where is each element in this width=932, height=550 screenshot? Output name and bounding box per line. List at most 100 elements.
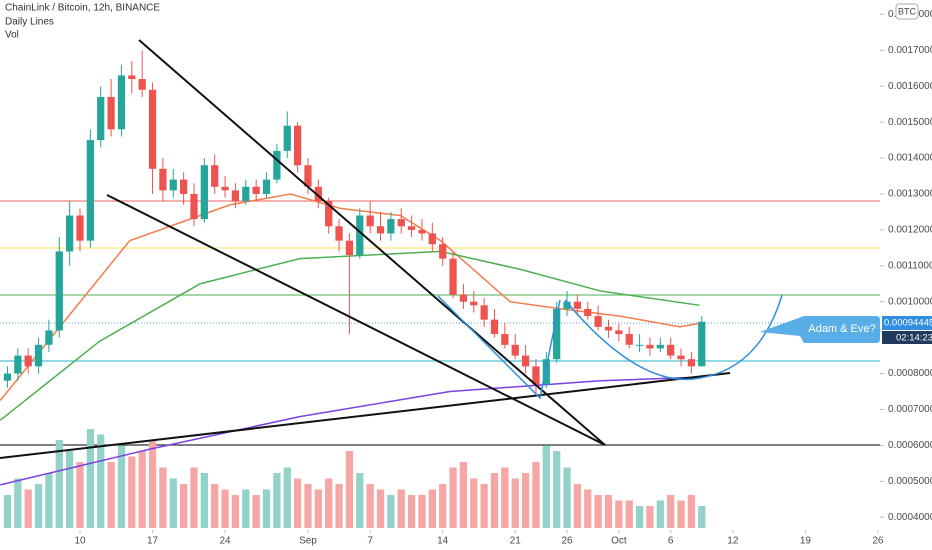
callout-text: Adam & Eve? bbox=[808, 323, 875, 335]
x-tick-label: 26 bbox=[872, 536, 884, 547]
x-tick-label: Sep bbox=[299, 536, 317, 547]
volume-bar bbox=[24, 489, 32, 528]
last-price-box bbox=[882, 316, 932, 330]
candle-body bbox=[449, 258, 457, 295]
drawings: Adam & Eve? bbox=[0, 39, 880, 459]
candle-body bbox=[283, 125, 291, 151]
volume-bar bbox=[356, 473, 364, 528]
candle-body bbox=[584, 308, 592, 317]
candle-body bbox=[335, 226, 343, 241]
candle-body bbox=[169, 179, 177, 191]
countdown-label: 02:14:23 bbox=[896, 333, 932, 344]
price-axis: 0.001800000.001700000.001600000.00150000… bbox=[74, 9, 932, 547]
candle-body bbox=[262, 179, 271, 194]
candle-body bbox=[3, 373, 12, 381]
volume-bar bbox=[449, 467, 457, 528]
volume-bar bbox=[459, 462, 468, 528]
candle-body bbox=[698, 321, 706, 367]
candle-body bbox=[532, 366, 540, 385]
volume-bar bbox=[14, 478, 22, 528]
x-tick-label: 21 bbox=[510, 536, 522, 547]
volume-bar bbox=[325, 478, 333, 528]
y-tick-label: 0.00140000 bbox=[888, 153, 932, 164]
candle-body bbox=[356, 215, 364, 256]
volume-bar bbox=[97, 434, 105, 528]
candle-body bbox=[418, 229, 426, 234]
x-tick-label: 10 bbox=[74, 536, 86, 547]
volume-bar bbox=[117, 445, 126, 528]
volume-bar bbox=[335, 484, 343, 528]
candle-body bbox=[667, 344, 675, 356]
volume-bar bbox=[397, 489, 405, 528]
volume-bar bbox=[283, 467, 291, 528]
volume-bar bbox=[677, 500, 685, 528]
volume-bar bbox=[314, 489, 322, 528]
x-tick-label: 7 bbox=[367, 536, 373, 547]
candle-body bbox=[200, 165, 208, 220]
candle-body bbox=[501, 334, 509, 345]
candle-body bbox=[231, 190, 240, 202]
y-tick-label: 0.00150000 bbox=[888, 117, 932, 128]
volume-bar bbox=[190, 467, 198, 528]
volume-bar bbox=[542, 445, 550, 528]
volume-bar bbox=[55, 440, 63, 528]
candle-body bbox=[252, 186, 260, 194]
volume-bar bbox=[304, 484, 312, 528]
moving-average bbox=[0, 193, 700, 401]
candle-body bbox=[76, 215, 84, 241]
candle-body bbox=[24, 355, 32, 367]
volume-bar bbox=[407, 495, 416, 528]
candle-body bbox=[459, 294, 468, 302]
currency-badge-text: BTC bbox=[898, 6, 917, 16]
y-tick-label: 0.00170000 bbox=[888, 45, 932, 56]
cup-curve bbox=[564, 294, 783, 381]
indicator-label: Vol bbox=[5, 30, 19, 41]
candle-body bbox=[594, 316, 602, 327]
volume-bar bbox=[138, 451, 146, 528]
volume-bar bbox=[159, 467, 167, 528]
moving-average bbox=[0, 376, 700, 486]
volume-bar bbox=[615, 500, 623, 528]
volume-bar bbox=[34, 484, 43, 528]
volume-bar bbox=[200, 473, 208, 528]
candle-body bbox=[553, 308, 561, 360]
volume-bar bbox=[66, 451, 74, 528]
x-tick-label: 17 bbox=[147, 536, 159, 547]
volume-bar bbox=[563, 467, 571, 528]
volume-bar bbox=[698, 506, 706, 528]
candle-body bbox=[615, 330, 623, 335]
y-tick-label: 0.00080000 bbox=[888, 368, 932, 379]
candle-body bbox=[97, 96, 105, 141]
volume-bar bbox=[180, 484, 188, 528]
trend-line bbox=[106, 194, 606, 446]
candle-body bbox=[293, 125, 302, 166]
volume-layer bbox=[3, 429, 706, 528]
volume-bar bbox=[273, 473, 281, 528]
volume-bar bbox=[3, 495, 12, 528]
volume-bar bbox=[656, 500, 664, 528]
indicator-label: Daily Lines bbox=[5, 17, 54, 28]
volume-bar bbox=[470, 478, 478, 528]
volume-bar bbox=[553, 451, 561, 528]
candle-body bbox=[563, 301, 571, 309]
candle-body bbox=[128, 75, 136, 80]
volume-bar bbox=[45, 473, 53, 528]
volume-bar bbox=[635, 506, 644, 528]
x-tick-label: 14 bbox=[437, 536, 449, 547]
candle-body bbox=[573, 301, 582, 309]
volume-bar bbox=[501, 467, 509, 528]
candle-body bbox=[480, 305, 488, 320]
candle-body bbox=[646, 344, 654, 349]
y-tick-label: 0.00050000 bbox=[888, 476, 932, 487]
volume-bar bbox=[387, 495, 395, 528]
volume-bar bbox=[480, 484, 488, 528]
last-price-label: 0.00094445 bbox=[884, 318, 932, 329]
currency-badge bbox=[895, 3, 919, 20]
candle-body bbox=[211, 165, 219, 187]
volume-bar bbox=[252, 495, 260, 528]
countdown-box bbox=[882, 331, 932, 344]
volume-bar bbox=[262, 489, 271, 528]
volume-bar bbox=[107, 462, 115, 528]
candle-body bbox=[242, 186, 250, 202]
